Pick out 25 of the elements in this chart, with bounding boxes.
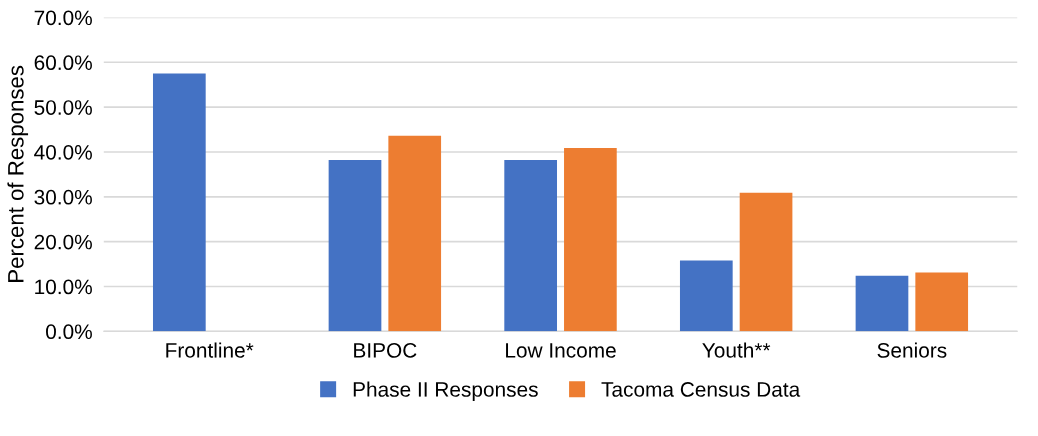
- y-tick-label: 50.0%: [34, 100, 92, 115]
- bar: [915, 272, 969, 332]
- bar: [564, 147, 617, 332]
- x-tick-label: Seniors: [877, 342, 947, 358]
- y-tick-label: 10.0%: [35, 279, 92, 295]
- bar: [328, 160, 382, 332]
- y-tick-label: 30.0%: [34, 189, 92, 205]
- y-axis-title: Percent of Responses: [7, 65, 29, 282]
- x-tick-label: Frontline*: [166, 342, 254, 358]
- bar: [739, 192, 793, 332]
- bar: [679, 260, 733, 332]
- x-tick-label: Low Income: [506, 343, 616, 358]
- bar: [504, 160, 558, 332]
- y-tick-label: 0.0%: [46, 324, 92, 340]
- x-tick-label: Youth**: [702, 342, 771, 358]
- bar: [388, 135, 442, 332]
- bar: [152, 73, 206, 332]
- y-tick-label: 70.0%: [34, 10, 92, 26]
- y-tick-label: 20.0%: [34, 234, 92, 250]
- bar: [855, 275, 909, 332]
- x-tick-label: BIPOC: [354, 343, 417, 358]
- y-tick-label: 40.0%: [34, 144, 92, 160]
- legend-label: Tacoma Census Data: [601, 382, 801, 397]
- legend-label: Phase II Responses: [353, 381, 538, 401]
- y-tick-label: 60.0%: [34, 55, 92, 71]
